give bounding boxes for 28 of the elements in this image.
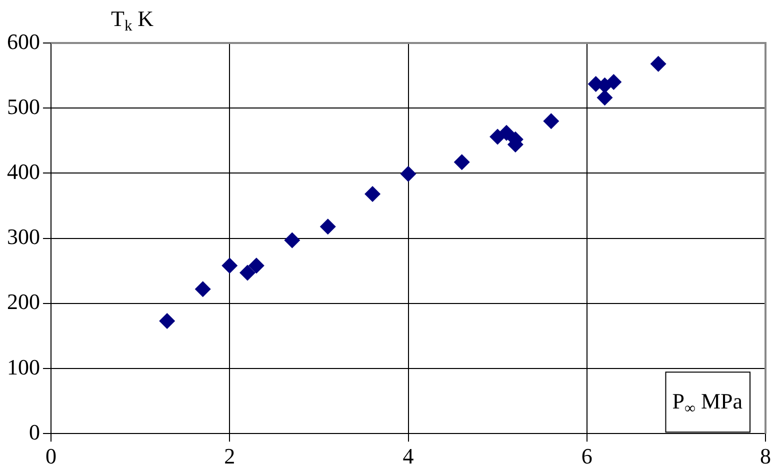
y-tick-label: 300: [7, 224, 40, 250]
point: [248, 258, 264, 274]
point: [159, 312, 176, 329]
point: [596, 90, 613, 106]
point: [194, 281, 211, 298]
point: [454, 154, 470, 170]
point: [543, 113, 560, 130]
x-axis-title: P∞ MPa: [672, 388, 743, 417]
y-tick-label: 500: [7, 94, 40, 119]
y-tick-label: 0: [29, 419, 40, 444]
y-tick-label: 600: [7, 28, 40, 54]
x-tick-label: 6: [581, 444, 592, 469]
x-tick-label: 2: [224, 444, 236, 469]
point: [239, 264, 256, 281]
point: [498, 124, 514, 141]
x-tick-label: 8: [760, 444, 771, 469]
y-tick-label: 200: [7, 289, 40, 314]
point: [400, 166, 416, 182]
point: [284, 232, 300, 248]
point: [650, 56, 666, 72]
y-tick-label: 400: [7, 158, 40, 184]
x-tick-label: 0: [46, 444, 56, 469]
x-tick-label: 4: [402, 444, 414, 469]
y-tick-label: 100: [7, 354, 40, 380]
point: [364, 186, 381, 202]
point: [222, 258, 238, 274]
point: [320, 218, 336, 235]
point: [606, 74, 622, 90]
